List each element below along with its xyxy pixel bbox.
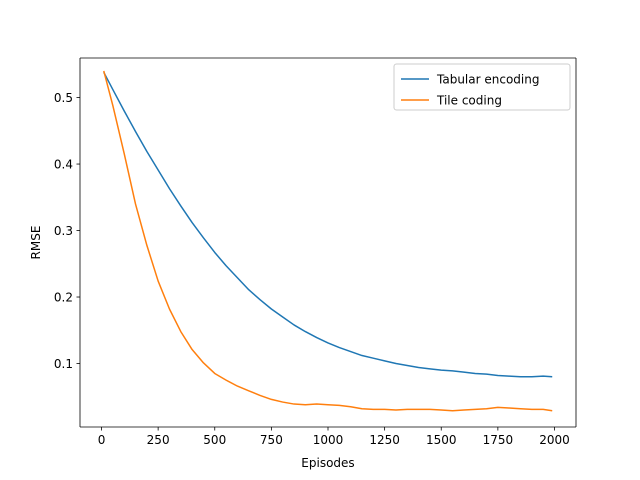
- x-tick-label: 1250: [369, 433, 400, 447]
- x-tick-label: 1000: [313, 433, 344, 447]
- legend-label-1: Tile coding: [436, 94, 502, 108]
- y-tick-label: 0.4: [54, 158, 73, 172]
- x-tick-label: 0: [98, 433, 106, 447]
- series-line-1: [103, 70, 553, 412]
- series-layer: [103, 70, 553, 412]
- y-axis-label: RMSE: [29, 226, 43, 260]
- x-tick-label: 1750: [483, 433, 514, 447]
- legend-box: [393, 63, 571, 111]
- x-tick-label: 1500: [426, 433, 457, 447]
- y-tick-label: 0.2: [54, 291, 73, 305]
- y-tick-label: 0.5: [54, 91, 73, 105]
- x-axis-ticks: 0 250 500 750 1000 1250 1500 1750 2000: [98, 427, 570, 447]
- legend-label-0: Tabular encoding: [436, 73, 539, 87]
- x-tick-label: 500: [203, 433, 226, 447]
- y-tick-label: 0.1: [54, 357, 73, 371]
- x-tick-label: 2000: [539, 433, 570, 447]
- y-tick-label: 0.3: [54, 224, 73, 238]
- legend: Tabular encoding Tile coding: [393, 63, 571, 111]
- x-tick-label: 750: [260, 433, 283, 447]
- x-axis-label: Episodes: [301, 456, 354, 470]
- plot-area: [80, 58, 576, 427]
- series-line-0: [103, 71, 553, 378]
- x-tick-label: 250: [147, 433, 170, 447]
- y-axis-ticks: 0.1 0.2 0.3 0.4 0.5: [54, 91, 80, 371]
